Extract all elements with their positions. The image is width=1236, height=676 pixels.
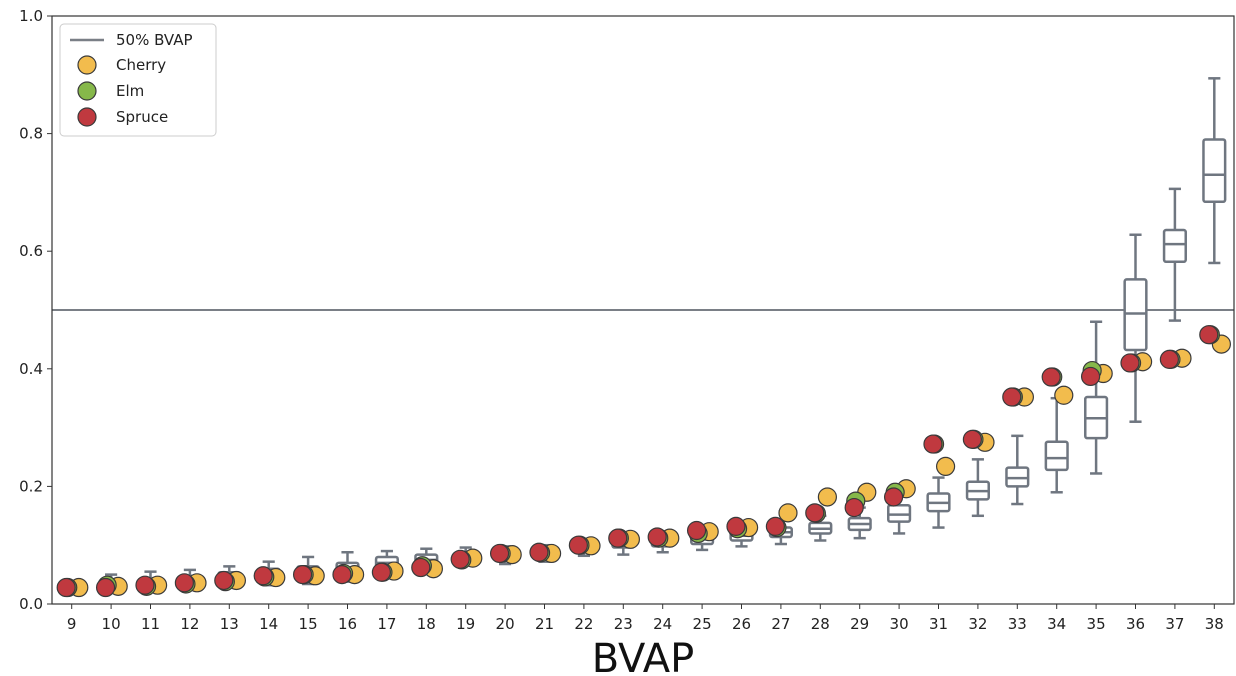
point-spruce-26 [726, 516, 746, 536]
x-tick-label: 22 [574, 615, 593, 633]
point-spruce-10 [95, 577, 116, 598]
legend-label-cherry: Cherry [116, 56, 166, 74]
point-spruce-15 [292, 564, 313, 585]
point-spruce-11 [135, 575, 155, 595]
point-spruce-29 [844, 497, 864, 518]
boxplot-34 [1044, 396, 1069, 494]
x-tick-label: 16 [338, 615, 357, 633]
x-axis-title: BVAP [592, 636, 695, 676]
x-tick-label: 27 [771, 615, 790, 633]
point-spruce-19 [450, 549, 470, 569]
x-tick-label: 12 [180, 615, 199, 633]
legend-marker-spruce [77, 107, 97, 127]
point-spruce-18 [411, 557, 431, 578]
point-spruce-28 [805, 503, 825, 523]
x-tick-label: 19 [456, 615, 475, 633]
boxplot-33 [1005, 434, 1030, 506]
x-tick-label: 36 [1126, 615, 1145, 633]
x-tick-label: 23 [614, 615, 633, 633]
x-tick-label: 11 [141, 615, 160, 633]
point-spruce-25 [686, 520, 707, 541]
plot-frame [51, 15, 1235, 605]
y-tick-label: 0.6 [19, 242, 43, 260]
point-spruce-33 [1002, 387, 1022, 407]
point-cherry-27 [778, 503, 798, 523]
x-tick-label: 37 [1165, 615, 1184, 633]
x-tick-label: 34 [1047, 615, 1066, 633]
point-spruce-20 [489, 543, 510, 564]
boxplot-35 [1084, 320, 1109, 475]
boxplot-38 [1202, 77, 1227, 265]
point-spruce-35 [1080, 366, 1101, 387]
box-iqr [1202, 138, 1227, 204]
boxplot-36 [1123, 233, 1148, 423]
point-spruce-12 [174, 573, 194, 593]
point-spruce-34 [1041, 367, 1061, 387]
point-spruce-17 [371, 562, 391, 582]
point-spruce-16 [332, 564, 352, 585]
x-tick-label: 35 [1087, 615, 1106, 633]
x-tick-label: 30 [890, 615, 909, 633]
axes-layer: 9 10 11 12 13 14 15 16 17 18 19 20 21 22 23 24 25 26 27 28 2… [19, 7, 1224, 633]
y-tick-label: 0.4 [19, 360, 43, 378]
y-tick-label: 0.8 [19, 125, 43, 143]
point-spruce-14 [253, 566, 273, 586]
x-tick-label: 20 [496, 615, 515, 633]
x-tick-label: 33 [1008, 615, 1027, 633]
legend-label-spruce: Spruce [116, 108, 168, 126]
points-layer [56, 325, 1231, 598]
x-tick-label: 25 [693, 615, 712, 633]
legend-label-reference: 50% BVAP [116, 31, 193, 49]
box-iqr [1044, 440, 1069, 472]
x-tick-label: 14 [259, 615, 278, 633]
point-spruce-31 [923, 434, 943, 454]
point-spruce-30 [883, 487, 904, 507]
boxplot-37 [1162, 187, 1187, 322]
y-tick-label: 0.0 [19, 595, 43, 613]
x-tick-label: 17 [377, 615, 396, 633]
x-tick-label: 28 [811, 615, 830, 633]
point-spruce-23 [608, 528, 628, 548]
point-spruce-22 [568, 535, 588, 555]
legend-label-elm: Elm [116, 82, 144, 100]
x-tick-label: 24 [653, 615, 672, 633]
legend: 50% BVAP Cherry Elm Spruce [59, 23, 217, 137]
point-spruce-32 [962, 429, 982, 449]
point-spruce-24 [647, 527, 667, 547]
point-spruce-9 [56, 577, 76, 598]
point-spruce-38 [1199, 325, 1219, 345]
point-spruce-27 [765, 516, 785, 536]
series-spruce [56, 325, 1219, 598]
y-tick-label: 1.0 [19, 7, 43, 25]
x-tick-label: 31 [929, 615, 948, 633]
point-spruce-36 [1120, 353, 1140, 373]
boxplot-32 [965, 458, 990, 518]
x-tick-label: 29 [850, 615, 869, 633]
boxplot-31 [926, 476, 951, 529]
x-tick-label: 10 [102, 615, 121, 633]
legend-marker-elm [77, 81, 97, 101]
point-spruce-37 [1159, 349, 1179, 369]
point-cherry-31 [935, 456, 956, 477]
x-tick-label: 38 [1205, 615, 1224, 633]
point-cherry-28 [817, 487, 837, 507]
x-tick-label: 9 [67, 615, 77, 633]
legend-box [59, 23, 217, 137]
y-tick-label: 0.2 [19, 477, 43, 495]
point-cherry-34 [1054, 385, 1074, 405]
point-spruce-21 [529, 542, 549, 562]
x-tick-label: 21 [535, 615, 554, 633]
x-tick-label: 13 [220, 615, 239, 633]
x-tick-label: 26 [732, 615, 751, 633]
legend-marker-cherry [77, 55, 97, 75]
box-iqr [1162, 228, 1187, 264]
point-spruce-13 [214, 570, 234, 591]
x-tick-label: 18 [417, 615, 436, 633]
x-tick-label: 15 [299, 615, 318, 633]
x-tick-label: 32 [968, 615, 987, 633]
